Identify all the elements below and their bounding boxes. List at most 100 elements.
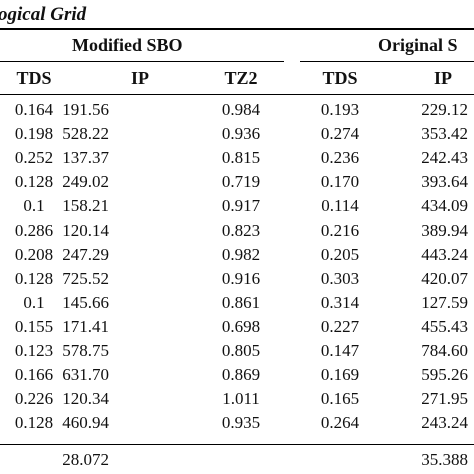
cell-ip: 191.56 xyxy=(62,100,109,119)
cell-ip: 460.94 xyxy=(62,413,109,433)
cell-tds: 0.208 xyxy=(14,244,54,264)
group-header-modified-sbo: Modified SBO xyxy=(72,35,183,55)
cell-ip: 247.29 xyxy=(62,244,109,264)
cell-tds: 0.128 xyxy=(14,268,54,288)
cell-ip: 249.02 xyxy=(62,172,109,192)
cell-tds-original: 0.264 xyxy=(320,413,360,433)
table-row: 0.164 191.56 0.984 0.193 229.12 xyxy=(0,100,474,121)
cell-tds: 0.198 xyxy=(14,124,54,144)
cell-tds-original: 0.114 xyxy=(321,196,359,216)
cell-ip-original: 242.43 xyxy=(421,148,468,168)
cell-tz2: 0.719 xyxy=(221,172,261,192)
column-header-tds: TDS xyxy=(16,68,52,88)
group-underline-original-sbo xyxy=(300,61,474,62)
cell-ip-original: 784.60 xyxy=(421,341,468,360)
cell-ip-original: 229.12 xyxy=(421,100,468,119)
cell-tds: 0.123 xyxy=(14,341,54,360)
cell-tds: 0.1 xyxy=(23,196,45,216)
table-row: 0.123 578.75 0.805 0.147 784.60 xyxy=(0,341,474,362)
cell-tds-original: 0.170 xyxy=(320,172,360,192)
cell-tds: 0.164 xyxy=(14,100,54,119)
cell-tds-original: 0.169 xyxy=(320,365,360,385)
cell-tds-original: 0.314 xyxy=(320,292,360,312)
table-row: 0.198 528.22 0.936 0.274 353.42 xyxy=(0,124,474,145)
cell-tz2: 0.698 xyxy=(221,316,261,336)
cell-ip: 120.34 xyxy=(62,389,109,409)
cell-ip-original: 353.42 xyxy=(421,124,468,144)
cell-ip-original: 243.24 xyxy=(421,413,468,433)
cell-tds: 0.226 xyxy=(14,389,54,409)
cell-ip-original: 595.26 xyxy=(421,365,468,385)
cell-tds-original: 0.236 xyxy=(320,148,360,168)
column-header-tz2: TZ2 xyxy=(224,68,258,88)
cell-tds-original: 0.303 xyxy=(320,268,360,288)
cell-tds-original: 0.274 xyxy=(320,124,360,144)
table-row: 0.128 460.94 0.935 0.264 243.24 xyxy=(0,413,474,434)
top-rule xyxy=(0,28,474,30)
cell-tz2: 0.869 xyxy=(221,365,261,385)
cell-ip-original: 271.95 xyxy=(421,389,468,409)
cell-tz2: 0.936 xyxy=(221,124,261,144)
cell-tds: 0.1 xyxy=(23,292,45,312)
summary-cell-ip: 28.072 xyxy=(62,450,109,469)
cell-tds: 0.128 xyxy=(14,172,54,192)
cell-tds: 0.286 xyxy=(14,220,54,240)
cell-ip: 158.21 xyxy=(62,196,109,216)
cell-tds-original: 0.147 xyxy=(320,341,360,360)
cell-tds: 0.155 xyxy=(14,316,54,336)
cell-tz2: 0.935 xyxy=(221,413,261,433)
cell-ip: 137.37 xyxy=(62,148,109,168)
cell-tz2: 1.011 xyxy=(222,389,260,409)
cell-ip-original: 434.09 xyxy=(421,196,468,216)
cell-ip-original: 443.24 xyxy=(421,244,468,264)
cell-tz2: 0.805 xyxy=(221,341,261,360)
table-row: 0.226 120.34 1.011 0.165 271.95 xyxy=(0,389,474,410)
cell-ip: 578.75 xyxy=(62,341,109,360)
cell-ip-original: 393.64 xyxy=(421,172,468,192)
summary-cell-ip-original: 35.388 xyxy=(421,450,468,469)
table-row: 0.128 249.02 0.719 0.170 393.64 xyxy=(0,172,474,193)
cell-ip-original: 389.94 xyxy=(421,220,468,240)
cell-ip-original: 420.07 xyxy=(421,268,468,288)
cell-tz2: 0.823 xyxy=(221,220,261,240)
table-caption: ogical Grid xyxy=(0,4,87,25)
cell-ip-original: 127.59 xyxy=(421,292,468,312)
summary-rule xyxy=(0,444,474,445)
column-header-ip-original: IP xyxy=(434,68,452,88)
cell-tz2: 0.861 xyxy=(221,292,261,312)
table-row: 0.286 120.14 0.823 0.216 389.94 xyxy=(0,221,474,242)
column-header-tds-original: TDS xyxy=(322,68,358,88)
table-row: 0.1 158.21 0.917 0.114 434.09 xyxy=(0,196,474,217)
cell-ip: 528.22 xyxy=(62,124,109,144)
table-row: 0.252 137.37 0.815 0.236 242.43 xyxy=(0,148,474,169)
cell-tds: 0.166 xyxy=(14,365,54,385)
summary-row: 28.072 35.388 xyxy=(0,450,474,471)
cell-ip: 171.41 xyxy=(62,316,109,336)
group-underline-modified-sbo xyxy=(0,61,284,62)
table-row: 0.128 725.52 0.916 0.303 420.07 xyxy=(0,269,474,290)
cell-ip: 631.70 xyxy=(62,365,109,385)
cell-tds-original: 0.193 xyxy=(320,100,360,119)
cell-tz2: 0.982 xyxy=(221,244,261,264)
table-row: 0.1 145.66 0.861 0.314 127.59 xyxy=(0,293,474,314)
cell-tds-original: 0.216 xyxy=(320,220,360,240)
column-header-ip: IP xyxy=(131,68,149,88)
cell-ip: 120.14 xyxy=(62,220,109,240)
cell-ip-original: 455.43 xyxy=(421,316,468,336)
cell-tds-original: 0.165 xyxy=(320,389,360,409)
cell-tz2: 0.916 xyxy=(221,268,261,288)
table-row: 0.166 631.70 0.869 0.169 595.26 xyxy=(0,365,474,386)
cell-tds-original: 0.227 xyxy=(320,316,360,336)
cell-tz2: 0.815 xyxy=(221,148,261,168)
cell-tds: 0.128 xyxy=(14,413,54,433)
cell-tz2: 0.917 xyxy=(221,196,261,216)
cell-tz2: 0.984 xyxy=(221,100,261,119)
header-rule xyxy=(0,94,474,95)
cell-tds: 0.252 xyxy=(14,148,54,168)
group-header-original-sbo: Original S xyxy=(378,35,458,55)
table-row: 0.155 171.41 0.698 0.227 455.43 xyxy=(0,317,474,338)
table-row: 0.208 247.29 0.982 0.205 443.24 xyxy=(0,245,474,266)
cell-tds-original: 0.205 xyxy=(320,244,360,264)
cell-ip: 725.52 xyxy=(62,268,109,288)
cell-ip: 145.66 xyxy=(62,292,109,312)
